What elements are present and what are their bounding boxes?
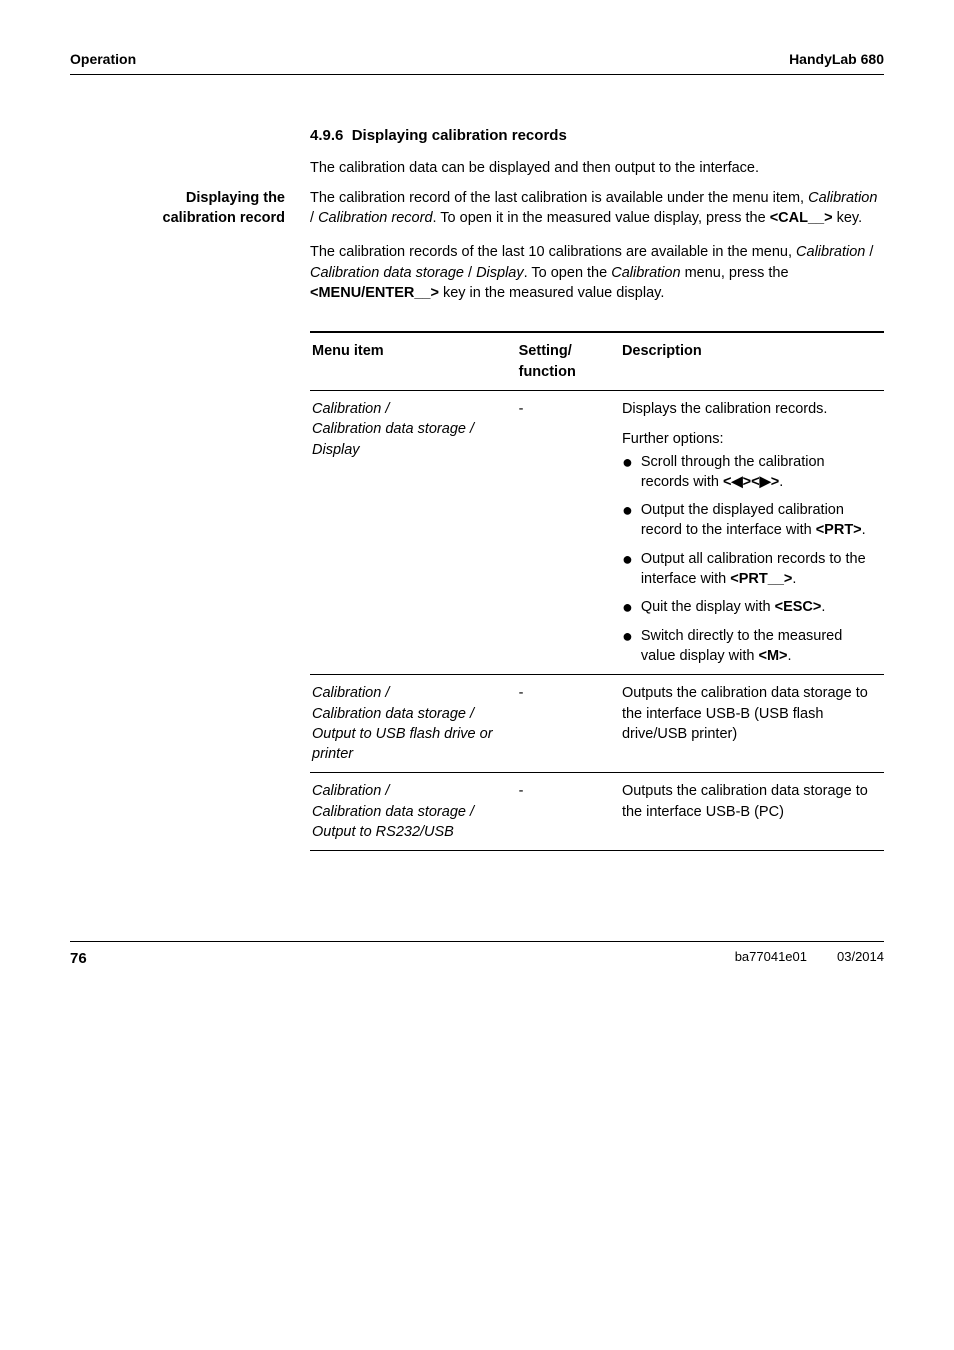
row2-menu-l2: Calibration data storage / Output to USB… [312, 706, 493, 763]
row3-setting: - [517, 773, 620, 851]
row2-menu: Calibration / Calibration data storage /… [310, 675, 517, 773]
doc-date: 03/2014 [837, 948, 884, 969]
row1-desc-top: Displays the calibration records. [622, 399, 874, 419]
row1-menu-l1: Calibration / [312, 401, 389, 417]
row3-menu-l2: Calibration data storage / Output to RS2… [312, 804, 474, 840]
section-title: Displaying calibration records [352, 127, 567, 144]
row1-menu: Calibration / Calibration data storage /… [310, 390, 517, 674]
para1-post1: . To open it in the measured value displ… [433, 210, 770, 226]
th-description: Description [620, 332, 884, 390]
th-menu-item: Menu item [310, 332, 517, 390]
row2-setting: - [517, 675, 620, 773]
page-header: Operation HandyLab 680 [70, 50, 884, 75]
calibration-record-block: Displaying the calibration record The ca… [70, 188, 884, 317]
row1-menu-l2: Calibration data storage / Display [312, 421, 474, 457]
row2-menu-l1: Calibration / [312, 685, 389, 701]
para2-post3: key in the measured value display. [439, 285, 664, 301]
b2-key: <PRT> [816, 522, 862, 538]
side-label: Displaying the calibration record [70, 188, 310, 317]
b4-post: . [821, 599, 825, 615]
b3-key: <PRT__> [730, 571, 792, 587]
para2-key: <MENU/ENTER__> [310, 285, 439, 301]
side-label-line2: calibration record [163, 210, 285, 226]
page-footer: 76 ba77041e01 03/2014 [70, 941, 884, 969]
page-number: 76 [70, 948, 87, 969]
bullet-item: ● Scroll through the calibration records… [622, 452, 874, 493]
header-right: HandyLab 680 [789, 50, 884, 70]
paragraph-1: The calibration record of the last calib… [310, 188, 884, 229]
bullet-icon: ● [622, 453, 633, 493]
para1-post2: key. [833, 210, 863, 226]
b2-post: . [862, 522, 866, 538]
bullet-text: Output the displayed calibration record … [641, 500, 874, 541]
b5-key: <M> [758, 648, 787, 664]
section-number: 4.9.6 [310, 127, 343, 144]
bullet-icon: ● [622, 627, 633, 667]
para2-sep2: / [464, 265, 476, 281]
b4-pre: Quit the display with [641, 599, 775, 615]
row3-menu: Calibration / Calibration data storage /… [310, 773, 517, 851]
para1-cal: Calibration [808, 190, 877, 206]
b2-pre: Output the displayed calibration record … [641, 502, 844, 538]
side-label-line1: Displaying the [186, 190, 285, 206]
bullet-icon: ● [622, 501, 633, 541]
b1-key: <◀><▶> [723, 474, 779, 490]
bullet-icon: ● [622, 598, 633, 617]
table-row: Calibration / Calibration data storage /… [310, 390, 884, 674]
para1-sep1: / [310, 210, 318, 226]
bullet-item: ● Switch directly to the measured value … [622, 626, 874, 667]
para2-pre: The calibration records of the last 10 c… [310, 244, 796, 260]
b5-pre: Switch directly to the measured value di… [641, 628, 842, 664]
intro-text: The calibration data can be displayed an… [310, 160, 759, 176]
table-row: Calibration / Calibration data storage /… [310, 675, 884, 773]
para2-post1: . To open the [524, 265, 612, 281]
bullet-icon: ● [622, 550, 633, 590]
header-left: Operation [70, 50, 136, 70]
para1-key: <CAL__> [770, 210, 833, 226]
settings-table: Menu item Setting/ function Description … [310, 331, 884, 851]
para2-calstor: Calibration data storage [310, 265, 464, 281]
para2-calib: Calibration [611, 265, 680, 281]
table-row: Calibration / Calibration data storage /… [310, 773, 884, 851]
table-header-row: Menu item Setting/ function Description [310, 332, 884, 390]
b1-post: . [779, 474, 783, 490]
row1-further: Further options: [622, 429, 874, 449]
th-setting: Setting/ function [517, 332, 620, 390]
b4-key: <ESC> [775, 599, 822, 615]
para2-post2: menu, press the [681, 265, 789, 281]
bullet-text: Scroll through the calibration records w… [641, 452, 874, 493]
b3-post: . [792, 571, 796, 587]
right-content: The calibration record of the last calib… [310, 188, 884, 317]
para2-cal: Calibration [796, 244, 865, 260]
intro-paragraph: The calibration data can be displayed an… [310, 158, 884, 178]
row1-setting: - [517, 390, 620, 674]
b5-post: . [788, 648, 792, 664]
row2-description: Outputs the calibration data storage to … [620, 675, 884, 773]
row3-description: Outputs the calibration data storage to … [620, 773, 884, 851]
bullet-text: Output all calibration records to the in… [641, 549, 874, 590]
footer-right: ba77041e01 03/2014 [735, 948, 884, 969]
section-heading: 4.9.6 Displaying calibration records [310, 125, 884, 146]
para2-sep1: / [865, 244, 873, 260]
doc-id: ba77041e01 [735, 948, 807, 969]
row3-menu-l1: Calibration / [312, 783, 389, 799]
para2-disp: Display [476, 265, 524, 281]
row1-description: Displays the calibration records. Furthe… [620, 390, 884, 674]
para1-calrec: Calibration record [318, 210, 432, 226]
bullet-text: Switch directly to the measured value di… [641, 626, 874, 667]
bullet-item: ● Quit the display with <ESC>. [622, 597, 874, 617]
paragraph-2: The calibration records of the last 10 c… [310, 242, 884, 303]
bullet-item: ● Output the displayed calibration recor… [622, 500, 874, 541]
bullet-item: ● Output all calibration records to the … [622, 549, 874, 590]
bullet-text: Quit the display with <ESC>. [641, 597, 874, 617]
para1-pre: The calibration record of the last calib… [310, 190, 808, 206]
